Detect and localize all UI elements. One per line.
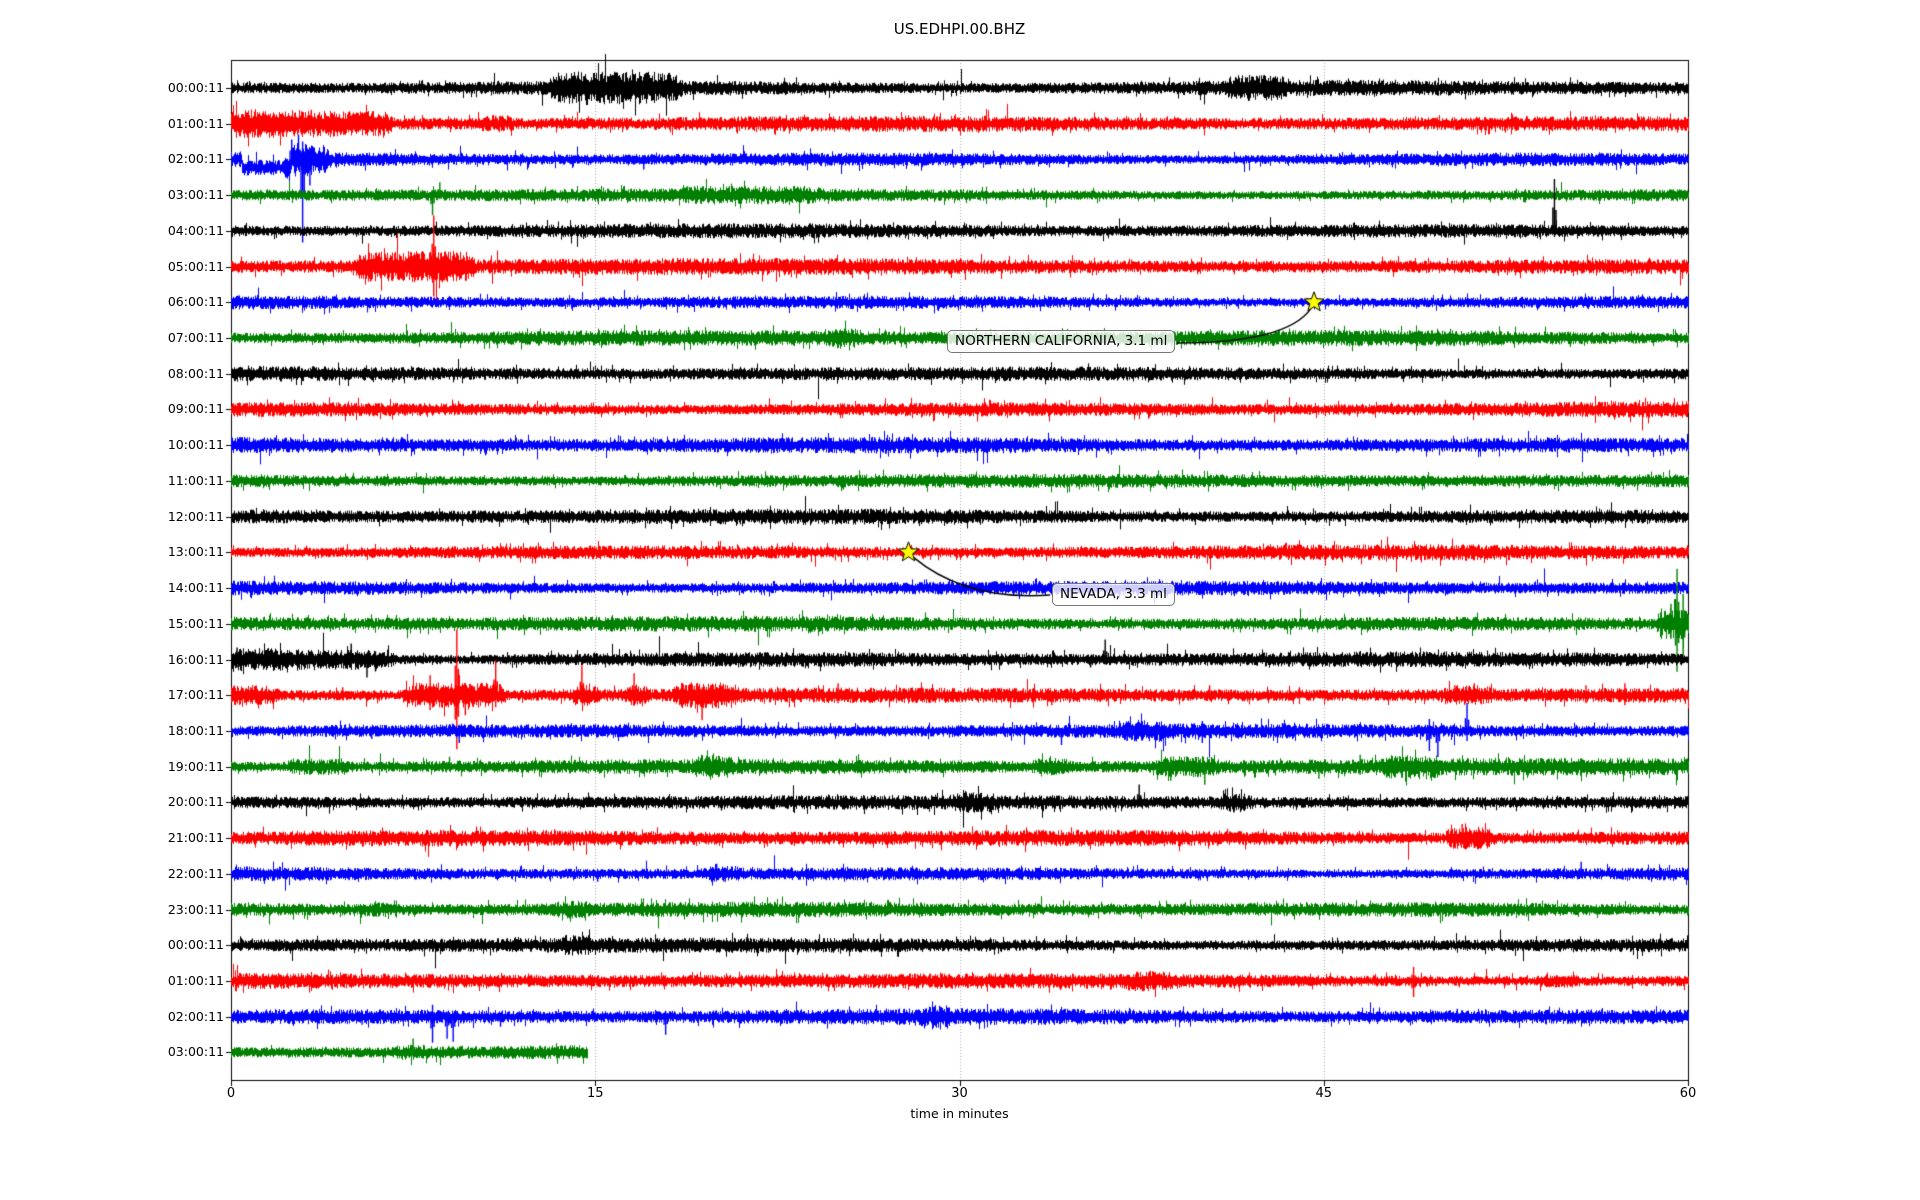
y-tick-label: 22:00:11 xyxy=(167,865,224,881)
y-tick-label: 15:00:11 xyxy=(167,615,224,631)
y-tick-label: 21:00:11 xyxy=(167,830,224,846)
x-tick-label: 15 xyxy=(586,1086,604,1101)
y-tick-label: 14:00:11 xyxy=(167,580,224,596)
y-tick-label: 17:00:11 xyxy=(167,687,224,703)
y-tick-label: 02:00:11 xyxy=(167,151,224,167)
x-tick-label: 45 xyxy=(1315,1086,1333,1101)
chart-title: US.EDHPI.00.BHZ xyxy=(893,20,1026,38)
y-tick-label: 04:00:11 xyxy=(167,222,224,238)
y-tick-label: 02:00:11 xyxy=(167,1008,224,1024)
y-tick-label: 00:00:11 xyxy=(167,80,224,95)
y-tick-label: 18:00:11 xyxy=(167,722,224,738)
x-tick-label: 60 xyxy=(1679,1086,1697,1101)
y-tick-label: 19:00:11 xyxy=(167,758,224,774)
y-tick-label: 07:00:11 xyxy=(167,330,224,346)
y-tick-label: 03:00:11 xyxy=(167,187,224,203)
y-tick-label: 08:00:11 xyxy=(167,365,224,381)
y-tick-label: 13:00:11 xyxy=(167,544,224,560)
event-label-nevada: NEVADA, 3.3 ml xyxy=(1052,583,1175,606)
y-tick-label: 01:00:11 xyxy=(167,973,224,988)
y-tick-label: 10:00:11 xyxy=(167,437,224,453)
y-tick-label: 20:00:11 xyxy=(167,794,224,810)
y-tick-label: 12:00:11 xyxy=(167,508,224,524)
y-tick-label: 03:00:11 xyxy=(167,1044,224,1060)
y-tick-label: 00:00:11 xyxy=(167,937,224,953)
y-tick-label: 11:00:11 xyxy=(167,472,224,488)
y-tick-label: 23:00:11 xyxy=(167,901,224,917)
y-tick-label: 01:00:11 xyxy=(167,115,224,131)
x-axis-title: time in minutes xyxy=(910,1106,1009,1121)
y-tick-label: 09:00:11 xyxy=(167,401,224,417)
y-tick-label: 06:00:11 xyxy=(167,294,224,310)
y-tick-label: 05:00:11 xyxy=(167,258,224,274)
event-label-northern-california: NORTHERN CALIFORNIA, 3.1 ml xyxy=(947,330,1176,353)
y-tick-label: 16:00:11 xyxy=(167,651,224,667)
x-tick-label: 30 xyxy=(951,1086,968,1101)
x-tick-label: 0 xyxy=(226,1086,236,1101)
